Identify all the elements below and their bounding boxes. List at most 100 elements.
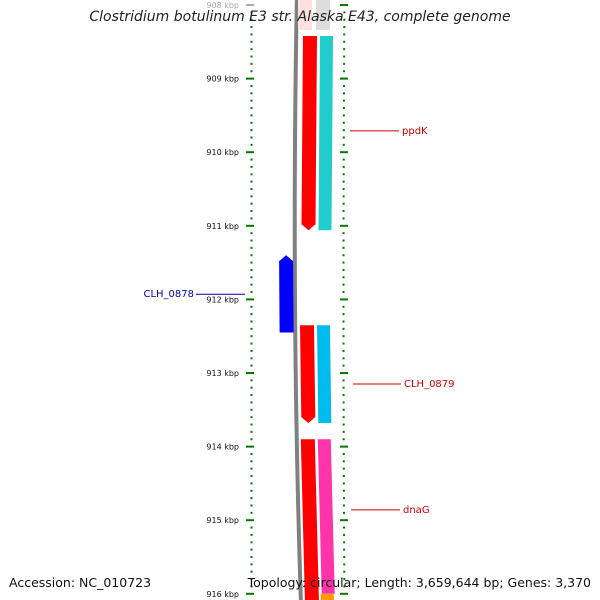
minor-tick-right — [342, 489, 345, 492]
minor-tick-right — [342, 452, 345, 455]
minor-tick — [250, 482, 253, 485]
minor-tick-right — [343, 33, 346, 36]
gene-label-dnag[interactable]: dnaG — [403, 505, 430, 516]
minor-tick — [250, 129, 253, 132]
minor-tick-right — [342, 430, 345, 433]
minor-tick — [250, 556, 253, 558]
minor-tick — [250, 26, 253, 29]
minor-tick — [250, 291, 253, 294]
minor-tick-right — [342, 261, 345, 264]
minor-tick — [250, 114, 253, 117]
gene-label-ppdk[interactable]: ppdK — [402, 126, 428, 137]
minor-tick-right — [342, 143, 345, 146]
minor-tick-right — [342, 327, 345, 330]
minor-tick-right — [343, 526, 346, 529]
minor-tick — [250, 136, 253, 139]
minor-tick-right — [342, 401, 345, 404]
gene-ppdk-bar[interactable] — [301, 36, 318, 231]
minor-tick — [250, 563, 253, 566]
minor-tick-right — [342, 313, 345, 316]
minor-tick — [250, 526, 253, 529]
minor-tick-right — [342, 283, 345, 286]
minor-tick — [250, 408, 253, 411]
minor-tick — [250, 268, 253, 271]
minor-tick-right — [343, 55, 346, 58]
minor-tick — [250, 401, 253, 404]
minor-tick-right — [342, 335, 345, 338]
minor-tick — [250, 452, 253, 455]
tick-label: 910 kbp — [206, 148, 239, 157]
minor-tick — [250, 533, 253, 536]
minor-tick-right — [342, 379, 345, 382]
minor-tick-right — [342, 276, 345, 279]
gene-clh_0879-bar[interactable] — [300, 325, 316, 423]
minor-tick — [250, 283, 253, 286]
minor-tick — [250, 497, 253, 500]
minor-tick-right — [342, 416, 345, 419]
gene-label-clh_0878[interactable]: CLH_0878 — [143, 289, 194, 300]
minor-tick — [250, 210, 253, 213]
minor-tick-right — [342, 232, 345, 235]
minor-tick-right — [342, 482, 345, 485]
feature-stub — [316, 0, 330, 30]
cog-bar-next[interactable] — [320, 593, 334, 600]
minor-tick-right — [342, 497, 345, 500]
minor-tick-right — [343, 26, 346, 29]
minor-tick — [250, 438, 253, 441]
minor-tick — [250, 313, 253, 316]
minor-tick-right — [342, 114, 345, 117]
minor-tick — [250, 84, 253, 87]
minor-tick — [250, 70, 253, 73]
cog-bar-dnag[interactable] — [317, 439, 335, 594]
minor-tick-right — [343, 563, 346, 566]
cog-bar-ppdk[interactable] — [318, 36, 334, 231]
feature-tracks — [279, 0, 335, 600]
minor-tick-right — [343, 40, 346, 43]
minor-tick — [250, 62, 253, 65]
minor-tick-right — [342, 268, 345, 271]
minor-tick-right — [342, 460, 345, 463]
minor-tick-right — [343, 70, 346, 73]
minor-tick — [250, 335, 253, 338]
backbone-layer — [292, 0, 303, 600]
minor-tick — [250, 379, 253, 382]
minor-tick — [250, 460, 253, 463]
minor-tick — [250, 107, 253, 110]
minor-tick-right — [342, 408, 345, 411]
minor-tick — [250, 504, 253, 507]
minor-tick-right — [343, 62, 346, 65]
minor-tick — [250, 430, 253, 433]
minor-tick-right — [343, 570, 346, 573]
minor-tick — [250, 489, 253, 492]
minor-tick — [250, 261, 253, 264]
minor-tick-right — [342, 320, 345, 323]
minor-tick — [250, 121, 253, 124]
minor-tick — [250, 320, 253, 323]
minor-tick — [250, 18, 253, 21]
gene-label-clh_0879[interactable]: CLH_0879 — [404, 379, 455, 390]
minor-tick-right — [342, 504, 345, 507]
gene-clh_0878-bar[interactable] — [279, 255, 294, 333]
minor-tick-right — [342, 305, 345, 308]
minor-tick-right — [342, 99, 345, 102]
minor-tick — [250, 232, 253, 235]
scale-ruler: 908 kbp 909 kbp 910 kbp 911 kbp 912 kbp 913 k… — [206, 1, 348, 599]
gene-dnag-bar[interactable] — [300, 439, 319, 600]
minor-tick-right — [342, 107, 345, 110]
minor-tick — [250, 394, 253, 397]
minor-tick — [250, 173, 253, 176]
cog-bar-clh_0879[interactable] — [317, 325, 332, 423]
minor-tick-right — [342, 291, 345, 294]
minor-tick-right — [342, 423, 345, 426]
minor-tick — [250, 386, 253, 389]
minor-tick — [250, 33, 253, 36]
minor-tick-right — [343, 541, 346, 544]
tick-label: 913 kbp — [206, 369, 239, 378]
minor-tick — [250, 217, 253, 220]
tick-label: 916 kbp — [206, 590, 239, 599]
minor-tick-right — [342, 254, 345, 257]
minor-tick-right — [342, 438, 345, 441]
tick-label: 912 kbp — [206, 295, 239, 304]
minor-tick-right — [342, 475, 345, 478]
